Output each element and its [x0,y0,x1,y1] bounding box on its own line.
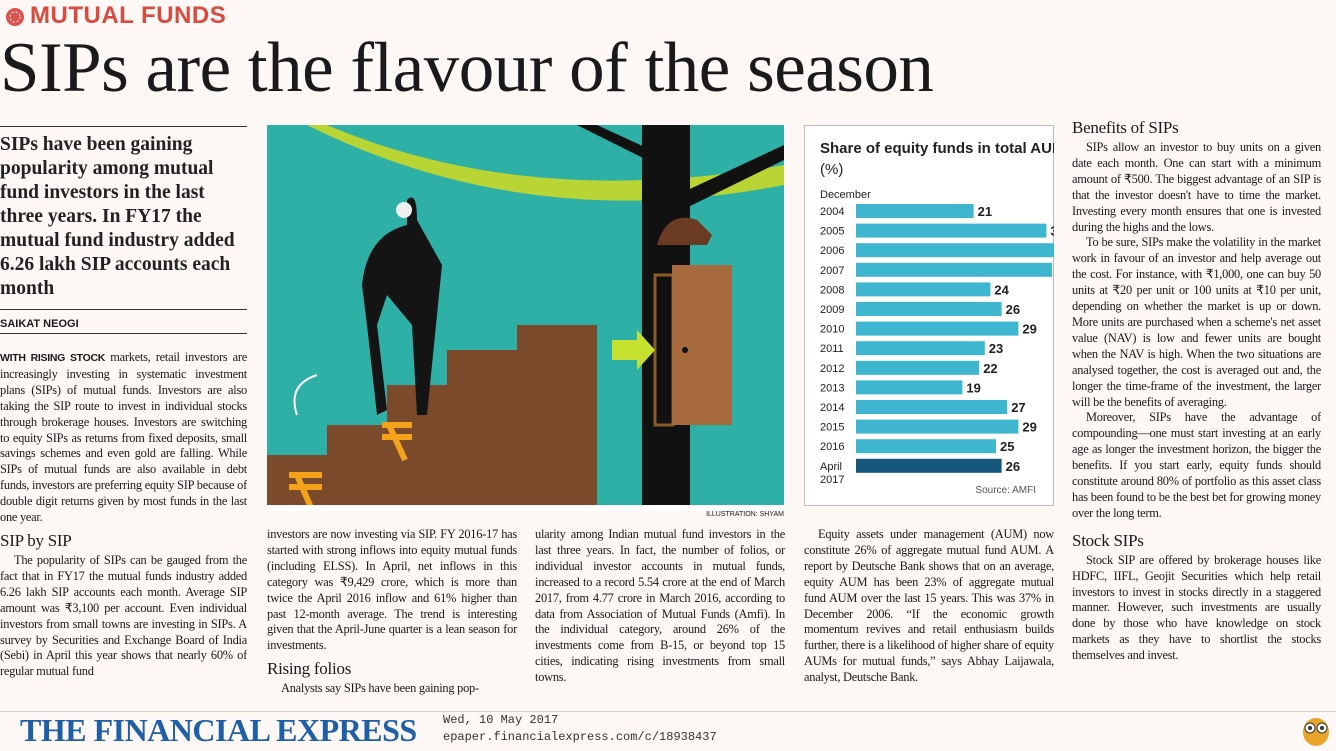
category-label: 2012 [820,363,844,375]
category-label: 2011 [820,343,844,355]
category-label: 2005 [820,226,844,238]
value-label: 26 [1006,302,1020,317]
footer-logo: THE FINANCIAL EXPRESS [20,712,417,748]
value-label: 23 [989,341,1003,356]
heading: Stock SIPs [1072,530,1144,550]
bar [856,321,1019,336]
category-label: 2008 [820,284,844,296]
headline: SIPs are the flavour of the season [0,29,934,107]
value-label: 26 [1006,459,1020,474]
bar [856,341,985,356]
illustration-credit: ILLUSTRATION: SHYAM [706,511,784,518]
chart-source: Source: AMFI [975,485,1036,496]
category-label: 2014 [820,402,844,414]
lede: SIPs have been gaining popularity among … [0,134,235,299]
section-icon [6,8,24,26]
category-label: 2006 [820,245,844,257]
paragraph: investors are now investing via SIP. FY … [267,527,517,653]
bar [856,223,1047,238]
bar [856,243,1054,258]
paragraph: Analysts say SIPs have been gaining pop- [281,681,479,696]
category-label: April 2017 [820,461,844,486]
category-label: 2013 [820,382,844,394]
bar [856,400,1008,414]
chart: Share of equity funds in total AUM (%) D… [804,125,1054,506]
category-label: 2004 [820,206,844,218]
footer-rule [0,711,1336,712]
paragraph: Equity assets under management (AUM) now… [804,527,1054,685]
paragraph: Moreover, SIPs have the advantage of com… [1072,410,1321,520]
paragraph: The popularity of SIPs can be gauged fro… [0,552,247,679]
paragraph: Stock SIP are offered by brokerage house… [1072,552,1321,663]
bar [856,282,991,297]
bar [856,262,1052,277]
category-label: 2010 [820,324,844,336]
paragraph: SIPs allow an investor to buy units on a… [1072,140,1321,234]
byline: SAIKAT NEOGI [0,318,247,334]
chart-unit: (%) [820,161,843,178]
value-label: 34 [1050,224,1054,239]
section-label: MUTUAL FUNDS [30,2,227,29]
footer-url: epaper.financialexpress.com/c/18938437 [443,730,717,744]
category-label: December [820,189,871,201]
value-label: 29 [1022,322,1036,337]
bar [856,439,996,454]
category-label: 2016 [820,441,844,453]
lead-in: WITH RISING STOCK [0,352,106,364]
bar [856,360,980,375]
paragraph-text: markets, retail investors are increasing… [0,350,247,525]
subhead: SIP by SIP [0,530,72,550]
subhead: Rising folios [267,659,352,679]
value-label: 29 [1022,420,1036,435]
sidebar: Benefits of SIPs SIPs allow an investor … [1072,117,1321,707]
paragraph: To be sure, SIPs make the volatility in … [1072,235,1321,409]
chart-title: Share of equity funds in total AUM [820,140,1054,157]
bar [856,302,1002,316]
column: WITH RISING STOCK markets, retail invest… [0,350,247,706]
bar [856,458,1002,473]
lede-box: SIPs have been gaining popularity among … [0,126,247,310]
value-label: 24 [994,282,1009,297]
heading: Benefits of SIPs [1072,118,1179,137]
bar [856,204,974,218]
value-label: 19 [966,380,980,395]
value-label: 27 [1011,400,1025,415]
category-label: 2015 [820,422,844,434]
category-label: 2009 [820,304,844,316]
column: Equity assets under management (AUM) now… [804,527,1054,707]
column: investors are now investing via SIP. FY … [267,527,517,707]
paragraph: ularity among Indian mutual fund investo… [535,527,785,685]
value-label: 25 [1000,439,1014,454]
bar [856,380,963,395]
illustration [267,125,784,511]
column: ularity among Indian mutual fund investo… [535,527,785,707]
paragraph: WITH RISING STOCK markets, retail invest… [0,350,247,526]
value-label: 22 [983,361,997,376]
owl-icon [1303,718,1329,746]
footer-date: Wed, 10 May 2017 [443,713,559,727]
value-label: 21 [978,204,992,219]
category-label: 2007 [820,265,844,277]
bar [856,419,1019,434]
